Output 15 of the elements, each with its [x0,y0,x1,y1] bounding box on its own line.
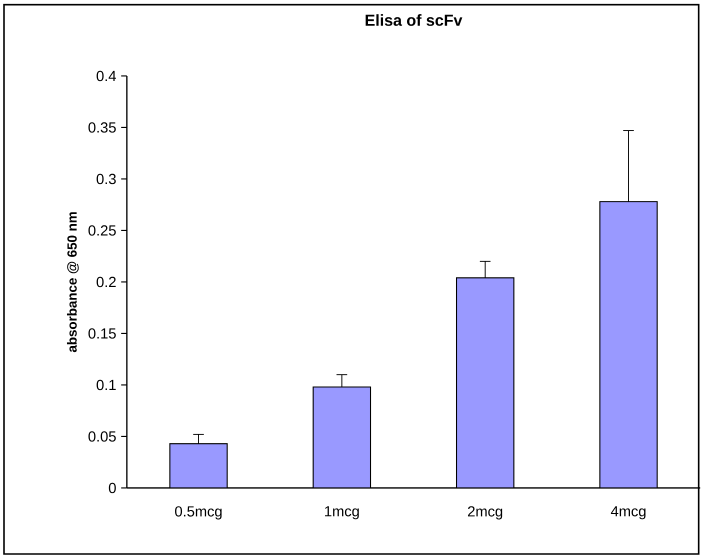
y-tick-label: 0.4 [96,70,116,82]
x-tick-label: 4mcg [610,506,646,520]
y-tick-label: 0.35 [88,122,116,133]
chart-title: Elisa of scFv [366,14,462,26]
y-tick-label: 0.25 [88,225,116,236]
x-tick-label: 0.5mcg [175,506,222,520]
y-tick-label: 0.05 [88,431,116,442]
x-tick-label: 1mcg [325,506,359,520]
y-axis-title: absorbance @ 650 nm [66,212,79,352]
y-tick-label: 0.15 [88,328,116,339]
x-tick-label: 2mcg [468,506,502,520]
y-tick-label: 0.2 [96,276,116,288]
y-tick-label: 0.1 [96,380,116,390]
y-tick-label: 0 [108,482,116,494]
y-tick-label: 0.3 [96,174,116,184]
